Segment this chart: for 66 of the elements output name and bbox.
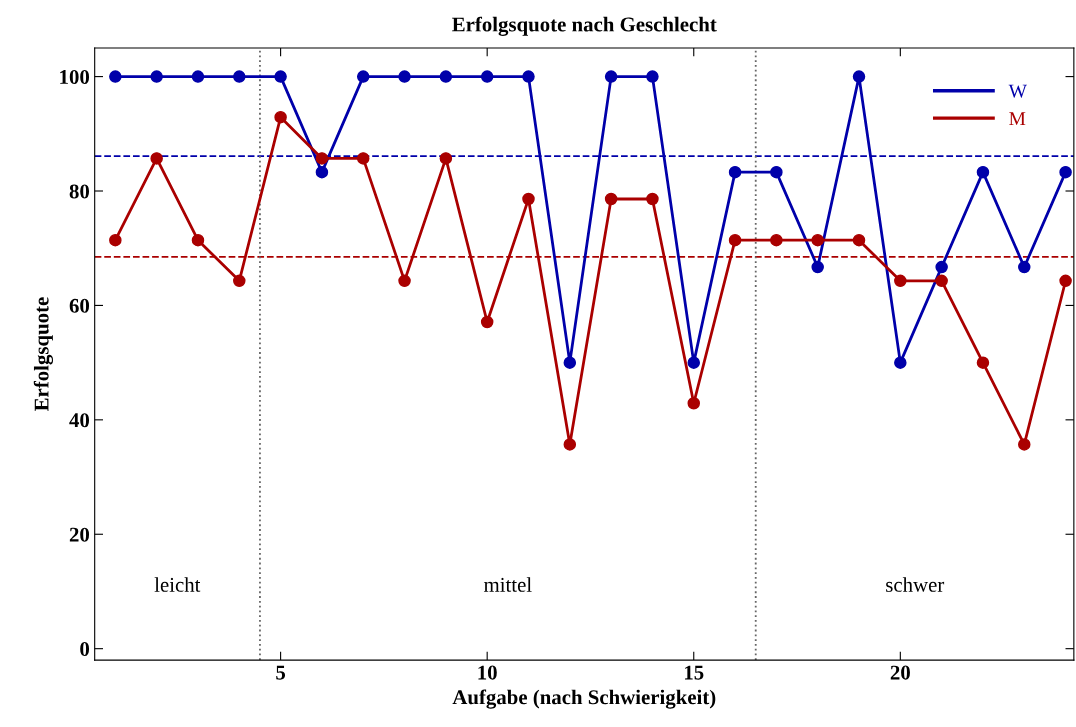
point: [398, 274, 411, 288]
x-axis-title: Aufgabe (nach Schwierigkeit): [452, 689, 716, 709]
point: [1018, 438, 1031, 451]
point: [852, 233, 866, 247]
point: [728, 165, 742, 179]
point: [191, 233, 205, 247]
point: [356, 70, 370, 83]
point: [480, 70, 494, 83]
y-tick-label: 0: [80, 642, 90, 657]
point: [604, 70, 618, 83]
annotation: schwer: [886, 577, 945, 592]
point: [811, 233, 824, 247]
point: [811, 260, 824, 274]
point: [233, 274, 246, 288]
point: [398, 70, 411, 83]
point: [728, 233, 742, 247]
point: [976, 356, 990, 369]
y-tick-label: 20: [69, 527, 90, 542]
legend-label: M: [1009, 112, 1026, 125]
point: [563, 438, 577, 451]
y-axis-title: Erfolgsquote: [33, 297, 54, 411]
y-tick-label: 80: [69, 184, 90, 199]
x-tick-label: 5: [276, 665, 286, 680]
annotation: mittel: [483, 577, 532, 592]
legend-label: W: [1008, 84, 1027, 98]
point: [604, 192, 618, 206]
point: [356, 152, 370, 165]
point: [770, 165, 783, 179]
point: [109, 70, 122, 83]
point: [687, 356, 701, 369]
point: [1059, 274, 1072, 288]
point: [894, 356, 907, 369]
point: [687, 396, 701, 410]
y-tick-label: 100: [60, 69, 90, 85]
point: [770, 233, 783, 247]
point: [150, 152, 163, 165]
point: [150, 70, 163, 83]
x-tick-label: 20: [890, 665, 910, 680]
point: [646, 70, 659, 83]
y-tick-label: 60: [69, 298, 90, 313]
point: [935, 274, 948, 288]
point: [935, 260, 948, 274]
point: [480, 315, 494, 329]
point: [439, 152, 453, 165]
point: [852, 70, 866, 83]
point: [315, 152, 329, 165]
point: [522, 192, 535, 206]
point: [646, 192, 659, 206]
point: [894, 274, 907, 288]
point: [1059, 165, 1072, 179]
annotation: leicht: [154, 577, 201, 592]
point: [233, 70, 246, 83]
point: [522, 70, 535, 83]
point: [315, 165, 329, 179]
point: [274, 110, 287, 124]
point: [109, 233, 122, 247]
point: [439, 70, 453, 83]
point: [191, 70, 205, 83]
x-tick-label: 10: [478, 665, 497, 680]
point: [274, 70, 287, 83]
x-tick-label: 15: [685, 665, 704, 680]
point: [1018, 260, 1031, 274]
point: [563, 356, 577, 369]
y-tick-label: 40: [69, 413, 90, 428]
chart-title: Erfolgsquote nach Geschlecht: [452, 16, 717, 36]
point: [976, 165, 990, 179]
